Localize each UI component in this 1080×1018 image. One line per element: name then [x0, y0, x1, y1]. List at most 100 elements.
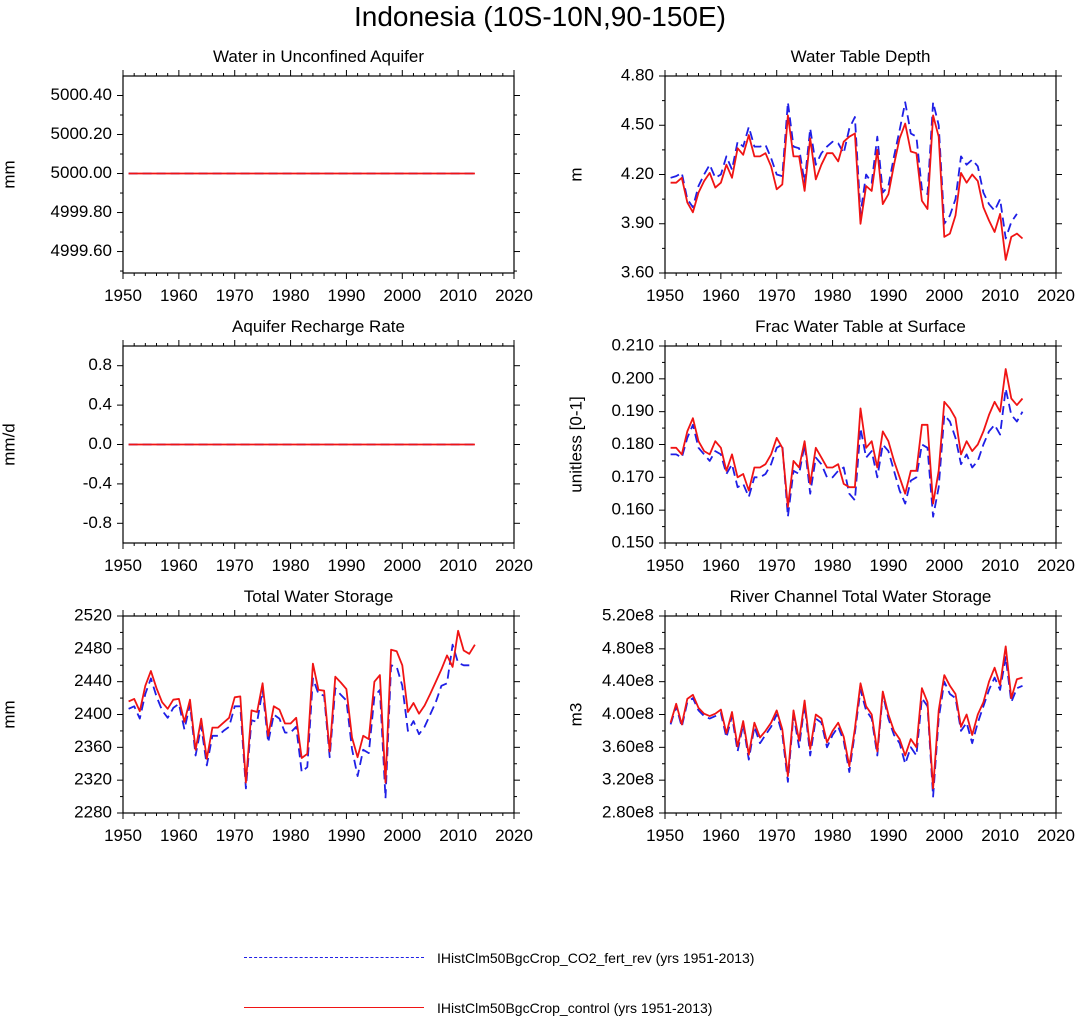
x-tick-label: 1970 [758, 556, 796, 575]
x-tick-label: 1950 [104, 286, 142, 305]
y-tick-label: 2360 [74, 737, 112, 756]
plot-frame [664, 615, 1057, 814]
x-tick-label: 1950 [646, 556, 684, 575]
x-tick-label: 2010 [981, 286, 1019, 305]
y-tick-label: 3.60e8 [602, 737, 654, 756]
x-tick-label: 1970 [216, 826, 254, 845]
panel-aquifer-recharge-rate: Aquifer Recharge Rate mm/d 1950 1960 1970 198… [0, 317, 533, 575]
x-tick-label: 1970 [758, 286, 796, 305]
legend-swatch-control [244, 1007, 424, 1008]
panel-river-channel-total-water-storage: River Channel Total Water Storage m3 1950 1… [566, 587, 1074, 845]
x-tick-label: 1950 [646, 286, 684, 305]
y-tick-label: 4.00e8 [602, 704, 654, 723]
series-line-co2-fert-rev [128, 643, 470, 800]
x-tick-label: 1980 [272, 826, 310, 845]
x-tick-label: 1990 [328, 556, 366, 575]
x-tick-label: 1990 [870, 826, 908, 845]
y-tick-label: 2480 [74, 638, 112, 657]
y-tick-label: 5.20e8 [602, 605, 654, 624]
x-tick-label: 2000 [383, 556, 421, 575]
x-tick-label: 2020 [495, 286, 533, 305]
y-tick-label: 0.210 [611, 335, 654, 354]
y-tick-label: 0.170 [611, 467, 654, 486]
series-line-control [669, 645, 1023, 790]
y-tick-label: 0.180 [611, 434, 654, 453]
panel-frac-water-table-at-surface: Frac Water Table at Surface unitless [0-1… [566, 317, 1074, 575]
x-tick-label: 1950 [104, 826, 142, 845]
x-tick-label: 2020 [495, 556, 533, 575]
plot-frame [664, 75, 1057, 274]
plot-frame [122, 615, 515, 814]
y-tick-label: 2.80e8 [602, 802, 654, 821]
x-tick-label: 1990 [328, 826, 366, 845]
panel-title-water-in-unconfined-aquifer: Water in Unconfined Aquifer [213, 47, 424, 66]
x-tick-label: 2010 [981, 556, 1019, 575]
y-axis-label-total-water-storage: mm [0, 700, 18, 728]
x-tick-label: 2000 [925, 826, 963, 845]
x-tick-label: 1950 [646, 826, 684, 845]
plot-frame [664, 345, 1057, 544]
panel-total-water-storage: Total Water Storage mm 1950 1960 1970 1980 199… [0, 587, 533, 845]
y-tick-label: 4999.60 [51, 241, 112, 260]
x-tick-label: 1960 [160, 286, 198, 305]
y-axis-label-river-channel-total-water-storage: m3 [566, 703, 585, 727]
x-tick-label: 1980 [272, 556, 310, 575]
legend-label-co2: IHistClm50BgcCrop_CO2_fert_rev (yrs 1951… [437, 950, 755, 966]
y-tick-label: 0.190 [611, 401, 654, 420]
x-tick-label: 2000 [925, 286, 963, 305]
y-tick-label: 2280 [74, 802, 112, 821]
series-line-co2-fert-rev [669, 656, 1023, 798]
y-axis-label-frac-water-table-at-surface: unitless [0-1] [566, 396, 585, 492]
panel-title-water-table-depth: Water Table Depth [791, 47, 931, 66]
plot-frame [122, 75, 515, 274]
y-tick-label: 0.150 [611, 532, 654, 551]
y-tick-label: -0.8 [83, 513, 112, 532]
y-tick-label: 0.8 [88, 355, 112, 374]
y-tick-label: -0.4 [83, 473, 112, 492]
x-tick-label: 2010 [439, 826, 477, 845]
x-tick-label: 2020 [1037, 556, 1075, 575]
x-tick-label: 1960 [702, 286, 740, 305]
y-tick-label: 2400 [74, 704, 112, 723]
y-tick-label: 5000.40 [51, 85, 112, 104]
x-tick-label: 1960 [702, 556, 740, 575]
y-tick-label: 3.60 [621, 262, 654, 281]
legend-label-control: IHistClm50BgcCrop_control (yrs 1951-2013… [437, 1000, 713, 1016]
x-tick-label: 1980 [814, 286, 852, 305]
x-tick-label: 2020 [1037, 826, 1075, 845]
y-tick-label: 4.80 [621, 65, 654, 84]
x-tick-label: 2020 [495, 826, 533, 845]
figure-title: Indonesia (10S-10N,90-150E) [353, 1, 726, 32]
x-tick-label: 2000 [383, 826, 421, 845]
series-line-co2-fert-rev [670, 101, 1018, 240]
y-tick-label: 4.50 [621, 115, 654, 134]
x-tick-label: 1960 [702, 826, 740, 845]
y-axis-label-water-in-unconfined-aquifer: mm [0, 160, 18, 188]
y-tick-label: 2440 [74, 671, 112, 690]
x-tick-label: 1970 [216, 556, 254, 575]
charts-canvas: Water in Unconfined Aquifer mm 1950 1960 197… [0, 47, 1075, 845]
panel-title-frac-water-table-at-surface: Frac Water Table at Surface [755, 317, 966, 336]
y-tick-label: 2320 [74, 770, 112, 789]
y-tick-label: 0.200 [611, 368, 654, 387]
x-tick-label: 2010 [981, 826, 1019, 845]
x-tick-label: 2000 [383, 286, 421, 305]
y-axis-label-aquifer-recharge-rate: mm/d [0, 423, 18, 466]
x-tick-label: 1980 [272, 286, 310, 305]
x-tick-label: 1990 [870, 286, 908, 305]
y-tick-label: 4.20 [621, 164, 654, 183]
panel-title-river-channel-total-water-storage: River Channel Total Water Storage [730, 587, 992, 606]
y-tick-label: 4.40e8 [602, 671, 654, 690]
y-tick-label: 5000.00 [51, 163, 112, 182]
panel-title-aquifer-recharge-rate: Aquifer Recharge Rate [232, 317, 405, 336]
x-tick-label: 1970 [758, 826, 796, 845]
x-tick-label: 1980 [814, 556, 852, 575]
plot-frame [122, 345, 515, 544]
x-tick-label: 1950 [104, 556, 142, 575]
y-tick-label: 3.20e8 [602, 770, 654, 789]
panel-water-table-depth: Water Table Depth m 1950 1960 1970 1980 1990 20… [566, 47, 1074, 305]
x-tick-label: 1970 [216, 286, 254, 305]
x-tick-label: 1960 [160, 556, 198, 575]
series-line-control [128, 629, 476, 784]
x-tick-label: 1960 [160, 826, 198, 845]
